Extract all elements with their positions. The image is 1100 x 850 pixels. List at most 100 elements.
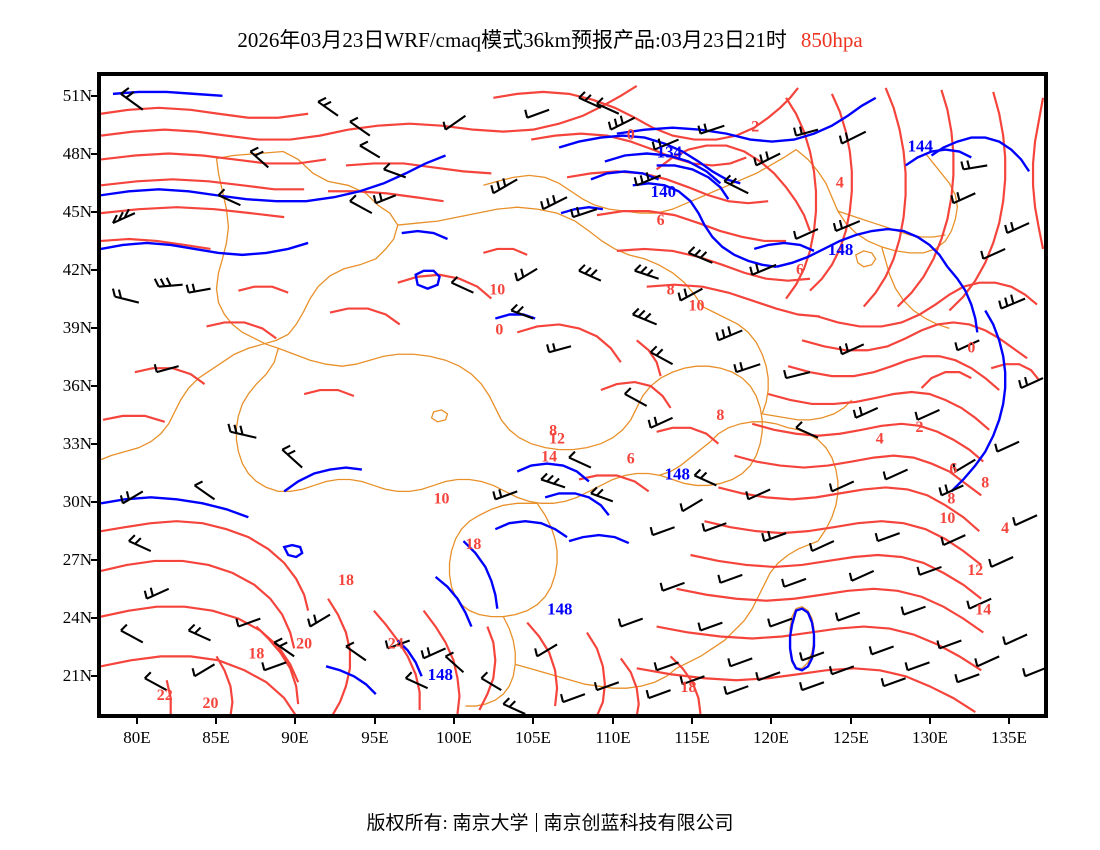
wind-barb <box>767 617 793 628</box>
wind-barb <box>359 140 381 159</box>
svg-text:2: 2 <box>751 119 759 136</box>
x-tick-label-80e: 80E <box>123 728 151 747</box>
svg-text:148: 148 <box>665 464 690 483</box>
wind-barb <box>480 671 502 692</box>
y-tick-mark <box>91 558 99 561</box>
svg-text:8: 8 <box>716 407 724 424</box>
y-tick-mark <box>91 442 99 445</box>
wind-barb <box>442 114 467 131</box>
y-tick-mark <box>91 500 99 503</box>
wind-barb <box>578 264 602 282</box>
y-tick-label-24n: 24N <box>62 607 92 627</box>
wind-barb <box>187 623 211 642</box>
wind-barb <box>693 468 717 487</box>
svg-text:24: 24 <box>388 635 404 652</box>
wind-barb <box>153 277 183 288</box>
svg-text:0: 0 <box>967 339 975 356</box>
svg-text:14: 14 <box>541 449 557 466</box>
wind-barb <box>914 408 940 421</box>
wind-barb <box>723 174 749 195</box>
wind-barb <box>193 480 216 501</box>
wind-barb <box>632 307 658 326</box>
wind-barb <box>808 540 835 552</box>
wind-barb <box>560 693 586 704</box>
x-tick-mark <box>215 716 217 724</box>
wind-barb <box>569 206 598 219</box>
temperature-contour-layer <box>100 84 1045 716</box>
wind-barb <box>874 532 900 543</box>
wind-barb <box>727 657 753 668</box>
wind-barb <box>383 162 407 179</box>
svg-text:0: 0 <box>495 321 503 338</box>
svg-text:148: 148 <box>828 240 853 259</box>
x-tick-mark <box>294 716 296 724</box>
svg-text:18: 18 <box>248 645 264 662</box>
wind-barb <box>697 123 725 135</box>
svg-text:12: 12 <box>549 431 565 448</box>
wind-barb <box>755 671 781 682</box>
y-tick-label-51n: 51N <box>62 85 92 105</box>
wind-barb <box>261 661 287 672</box>
wind-barb <box>185 283 211 294</box>
x-tick-mark <box>453 716 455 724</box>
wind-barb <box>717 573 743 584</box>
x-tick-mark <box>374 716 376 724</box>
wind-barb <box>1012 514 1038 527</box>
wind-barb <box>838 343 865 356</box>
wind-barb <box>954 673 980 684</box>
wind-barb <box>490 178 518 195</box>
y-tick-mark <box>91 210 99 213</box>
wind-barb <box>540 472 566 489</box>
y-tick-label-48n: 48N <box>62 143 92 163</box>
wind-barb <box>781 577 807 588</box>
svg-text:22: 22 <box>157 687 173 704</box>
height-contour-layer <box>100 90 1031 695</box>
wind-barb <box>593 681 620 692</box>
footer-right: 南京创蓝科技有限公司 <box>543 813 734 834</box>
wind-barb <box>647 416 674 429</box>
x-tick-label-90e: 90E <box>281 728 309 747</box>
wind-barb <box>450 275 474 294</box>
svg-text:18: 18 <box>681 679 697 696</box>
wind-barb <box>120 87 144 111</box>
wind-barb <box>235 617 261 628</box>
wind-barb <box>590 486 614 503</box>
wind-barb <box>249 146 269 169</box>
wind-barb <box>502 697 526 715</box>
wind-barb <box>701 522 727 533</box>
wind-barb <box>281 444 303 469</box>
wind-barb <box>645 689 671 700</box>
wind-barb <box>745 488 771 501</box>
wind-barb <box>974 655 1000 668</box>
y-tick-label-27n: 27N <box>62 549 92 569</box>
wind-barb <box>510 303 534 320</box>
y-tick-mark <box>91 152 99 155</box>
y-tick-mark <box>91 674 99 677</box>
x-tick-mark <box>1008 716 1010 724</box>
wind-barb <box>938 484 964 497</box>
svg-text:134: 134 <box>657 142 683 161</box>
wind-barb <box>904 661 930 672</box>
wind-barb <box>651 138 679 151</box>
wind-barb <box>143 587 170 600</box>
wind-barb <box>679 498 703 513</box>
wind-barb <box>828 665 855 676</box>
x-tick-label-95e: 95E <box>361 728 389 747</box>
x-tick-label-135e: 135E <box>991 728 1027 747</box>
wind-barb <box>404 671 429 690</box>
svg-text:8: 8 <box>981 474 989 491</box>
wind-barb <box>617 617 644 628</box>
svg-text:148: 148 <box>428 665 453 684</box>
wind-barb <box>733 361 761 374</box>
x-tick-mark <box>612 716 614 724</box>
svg-text:4: 4 <box>876 431 884 448</box>
svg-text:18: 18 <box>338 572 354 589</box>
svg-text:144: 144 <box>908 137 934 156</box>
wind-barb <box>420 647 446 660</box>
x-tick-label-110e: 110E <box>595 728 631 747</box>
wind-barb <box>596 97 620 115</box>
wind-barb <box>349 194 373 215</box>
wind-barb <box>677 287 703 302</box>
x-tick-label-115e: 115E <box>674 728 710 747</box>
wind-barb <box>540 194 568 211</box>
